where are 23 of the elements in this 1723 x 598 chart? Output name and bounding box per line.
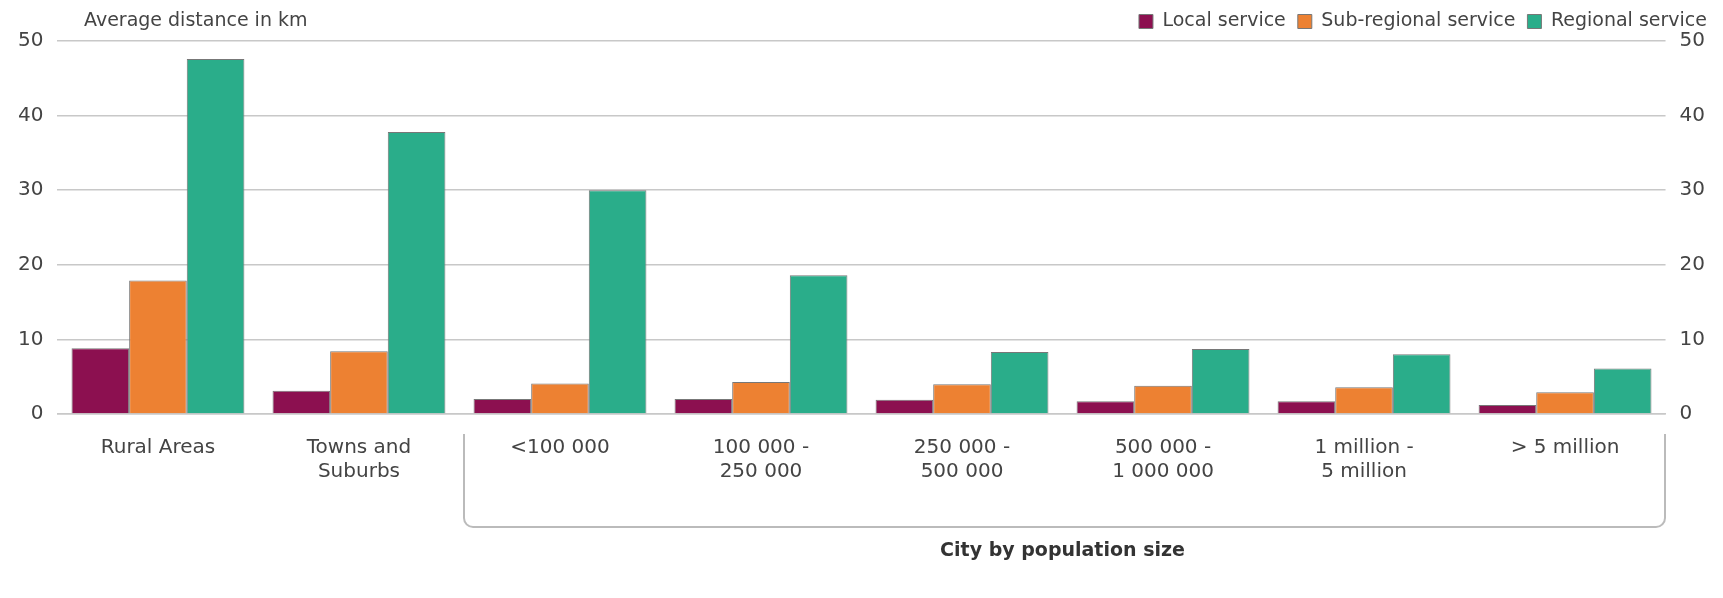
y2-tick-label: 10	[1679, 325, 1705, 350]
x-tick-label: 1 million - 5 million	[1314, 434, 1414, 483]
x-axis-title: City by population size	[940, 538, 1185, 560]
y2-tick-label: 30	[1679, 176, 1705, 201]
x-tick-label: > 5 million	[1510, 434, 1620, 459]
y-tick-label: 50	[18, 27, 44, 52]
y2-tick-label: 40	[1679, 101, 1705, 126]
y-tick-label: 20	[18, 251, 44, 275]
x-tick-label: 500 000 - 1 000 000	[1112, 434, 1214, 483]
y-tick-label: 40	[18, 101, 44, 126]
x-tick-label: 250 000 - 500 000	[913, 434, 1011, 483]
y-tick-label: 10	[18, 325, 44, 350]
x-tick-label: 100 000 - 250 000	[712, 434, 810, 483]
y-tick-label: 30	[18, 176, 44, 201]
x-tick-label: Towns and Suburbs	[305, 434, 412, 483]
y-axis-title: Average distance in km	[84, 8, 308, 30]
legend-label: Sub-regional service	[1321, 8, 1516, 31]
legend-label: Local service	[1162, 8, 1286, 31]
x-tick-label: Rural Areas	[100, 434, 216, 459]
y-tick-label: 0	[30, 400, 44, 425]
y2-tick-label: 0	[1679, 400, 1693, 425]
y2-tick-label: 20	[1679, 251, 1705, 275]
x-tick-label: <100 000	[510, 434, 610, 459]
